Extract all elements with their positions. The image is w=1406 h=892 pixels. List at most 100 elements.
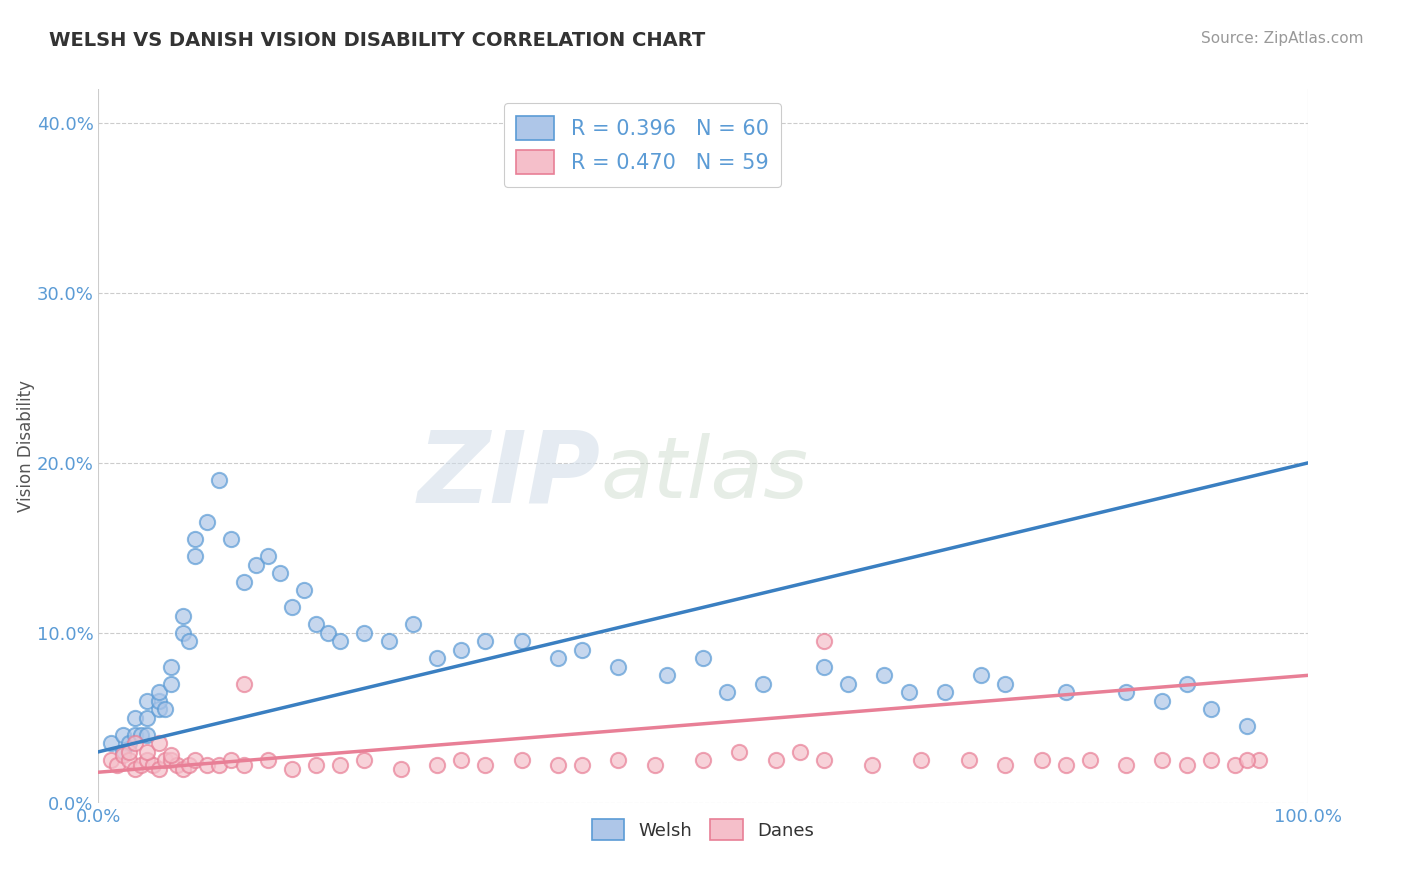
Point	[450, 643, 472, 657]
Point	[970, 668, 993, 682]
Y-axis label: Vision Disability: Vision Disability	[17, 380, 35, 512]
Point	[135, 745, 157, 759]
Point	[765, 753, 787, 767]
Point	[135, 753, 157, 767]
Point	[184, 753, 207, 767]
Point	[873, 668, 896, 682]
Point	[256, 549, 278, 564]
Point	[716, 685, 738, 699]
Point	[837, 677, 859, 691]
Point	[426, 758, 449, 772]
Point	[316, 626, 339, 640]
Legend: Welsh, Danes: Welsh, Danes	[585, 812, 821, 847]
Point	[129, 728, 152, 742]
Point	[305, 617, 328, 632]
Point	[221, 533, 243, 547]
Point	[1078, 753, 1101, 767]
Point	[135, 728, 157, 742]
Point	[692, 651, 714, 665]
Point	[860, 758, 883, 772]
Point	[1054, 685, 1077, 699]
Point	[221, 753, 243, 767]
Point	[118, 736, 141, 750]
Point	[184, 549, 207, 564]
Point	[474, 634, 496, 648]
Point	[655, 668, 678, 682]
Point	[994, 677, 1017, 691]
Text: WELSH VS DANISH VISION DISABILITY CORRELATION CHART: WELSH VS DANISH VISION DISABILITY CORREL…	[49, 31, 706, 50]
Point	[100, 753, 122, 767]
Point	[124, 711, 146, 725]
Point	[208, 758, 231, 772]
Point	[179, 758, 201, 772]
Point	[208, 473, 231, 487]
Point	[957, 753, 980, 767]
Point	[510, 634, 533, 648]
Point	[142, 758, 165, 772]
Point	[172, 608, 194, 623]
Point	[692, 753, 714, 767]
Text: atlas: atlas	[600, 433, 808, 516]
Point	[232, 677, 254, 691]
Point	[752, 677, 775, 691]
Text: Source: ZipAtlas.com: Source: ZipAtlas.com	[1201, 31, 1364, 46]
Point	[1054, 758, 1077, 772]
Point	[1152, 694, 1174, 708]
Point	[1236, 753, 1258, 767]
Point	[195, 516, 218, 530]
Point	[172, 626, 194, 640]
Point	[607, 660, 630, 674]
Point	[135, 694, 157, 708]
Point	[402, 617, 425, 632]
Point	[292, 583, 315, 598]
Point	[124, 728, 146, 742]
Point	[111, 728, 134, 742]
Point	[118, 745, 141, 759]
Point	[269, 566, 291, 581]
Point	[426, 651, 449, 665]
Point	[450, 753, 472, 767]
Point	[1115, 758, 1137, 772]
Point	[474, 758, 496, 772]
Point	[1152, 753, 1174, 767]
Point	[184, 533, 207, 547]
Point	[105, 758, 128, 772]
Point	[153, 702, 176, 716]
Point	[728, 745, 751, 759]
Point	[1199, 753, 1222, 767]
Point	[111, 748, 134, 763]
Point	[281, 600, 304, 615]
Point	[179, 634, 201, 648]
Point	[148, 694, 170, 708]
Point	[129, 758, 152, 772]
Point	[1249, 753, 1271, 767]
Text: ZIP: ZIP	[418, 426, 600, 523]
Point	[813, 634, 835, 648]
Point	[305, 758, 328, 772]
Point	[510, 753, 533, 767]
Point	[813, 753, 835, 767]
Point	[160, 748, 183, 763]
Point	[547, 651, 569, 665]
Point	[160, 677, 183, 691]
Point	[1223, 758, 1246, 772]
Point	[166, 758, 188, 772]
Point	[118, 753, 141, 767]
Point	[789, 745, 811, 759]
Point	[994, 758, 1017, 772]
Point	[1115, 685, 1137, 699]
Point	[232, 574, 254, 589]
Point	[353, 626, 375, 640]
Point	[153, 753, 176, 767]
Point	[111, 745, 134, 759]
Point	[281, 762, 304, 776]
Point	[934, 685, 956, 699]
Point	[607, 753, 630, 767]
Point	[195, 758, 218, 772]
Point	[329, 634, 352, 648]
Point	[172, 762, 194, 776]
Point	[910, 753, 932, 767]
Point	[135, 711, 157, 725]
Point	[148, 736, 170, 750]
Point	[148, 702, 170, 716]
